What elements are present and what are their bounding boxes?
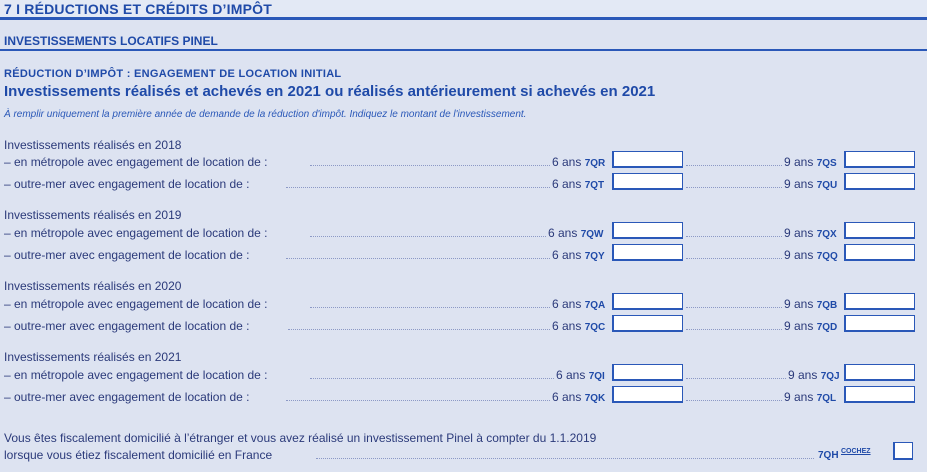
field-code: 7QJ — [820, 371, 840, 382]
dotted-leader — [286, 258, 550, 259]
dotted-leader — [686, 400, 782, 401]
duration-label: 9 ans — [784, 177, 814, 191]
footer-line-1: Vous êtes fiscalement domicilié à l’étra… — [4, 431, 597, 445]
duration-label: 6 ans — [552, 297, 582, 311]
field-code: 7QA — [584, 300, 606, 311]
duration-label: 6 ans — [552, 390, 582, 404]
amount-input-7QS[interactable] — [844, 151, 915, 168]
field-code: 7QK — [584, 393, 606, 404]
field-code: 7QI — [588, 371, 605, 382]
row-label: – outre-mer avec engagement de location … — [4, 177, 250, 191]
amount-input-7QW[interactable] — [612, 222, 683, 239]
subsection-title: INVESTISSEMENTS LOCATIFS PINEL — [4, 34, 218, 48]
form-row: – outre-mer avec engagement de location … — [4, 386, 916, 406]
dotted-leader — [310, 378, 554, 379]
amount-input-7QJ[interactable] — [844, 364, 915, 381]
field-code: 7QU — [816, 180, 838, 191]
block-note: À remplir uniquement la première année d… — [4, 109, 527, 120]
group-title-2020: Investissements réalisés en 2020 — [4, 279, 182, 293]
field-code: 7QY — [584, 251, 605, 262]
cochez-label: COCHEZ — [841, 448, 871, 455]
row-label: – outre-mer avec engagement de location … — [4, 319, 250, 333]
dotted-leader — [310, 236, 546, 237]
amount-input-7QT[interactable] — [612, 173, 683, 190]
dotted-leader — [686, 258, 782, 259]
form-row: – outre-mer avec engagement de location … — [4, 315, 916, 335]
amount-input-7QQ[interactable] — [844, 244, 915, 261]
duration-label: 9 ans — [784, 319, 814, 333]
footer-line-2: lorsque vous étiez fiscalement domicilié… — [4, 448, 273, 462]
checkbox-7QH[interactable] — [893, 442, 913, 460]
amount-input-7QI[interactable] — [612, 364, 683, 381]
subsection-header: INVESTISSEMENTS LOCATIFS PINEL — [0, 32, 927, 51]
dotted-leader — [286, 187, 550, 188]
row-label: – outre-mer avec engagement de location … — [4, 390, 250, 404]
amount-input-7QC[interactable] — [612, 315, 683, 332]
field-code: 7QH — [818, 450, 839, 461]
footer-row: lorsque vous étiez fiscalement domicilié… — [4, 442, 916, 464]
amount-input-7QK[interactable] — [612, 386, 683, 403]
block-title: Investissements réalisés et achevés en 2… — [4, 83, 656, 100]
dotted-leader — [288, 329, 550, 330]
field-code: 7QS — [816, 158, 837, 169]
duration-label: 9 ans — [784, 155, 814, 169]
amount-input-7QL[interactable] — [844, 386, 915, 403]
dotted-leader — [686, 307, 782, 308]
duration-label: 6 ans — [552, 319, 582, 333]
amount-input-7QR[interactable] — [612, 151, 683, 168]
duration-label: 9 ans — [784, 297, 814, 311]
field-code: 7QQ — [816, 251, 838, 262]
duration-label: 9 ans — [784, 226, 814, 240]
duration-label: 6 ans — [552, 177, 582, 191]
dotted-leader — [686, 329, 782, 330]
field-code: 7QC — [584, 322, 606, 333]
field-code: 7QX — [816, 229, 837, 240]
amount-input-7QY[interactable] — [612, 244, 683, 261]
duration-label: 9 ans — [784, 248, 814, 262]
field-code: 7QL — [816, 393, 837, 404]
section-header: 7 I RÉDUCTIONS ET CRÉDITS D’IMPÔT — [0, 0, 927, 20]
field-code: 7QR — [584, 158, 606, 169]
amount-input-7QD[interactable] — [844, 315, 915, 332]
dotted-leader — [686, 236, 782, 237]
field-code: 7QD — [816, 322, 838, 333]
group-title-2018: Investissements réalisés en 2018 — [4, 138, 182, 152]
duration-label: 6 ans — [552, 155, 582, 169]
field-code: 7QW — [580, 229, 604, 240]
row-label: – en métropole avec engagement de locati… — [4, 368, 268, 382]
dotted-leader — [286, 400, 550, 401]
field-code: 7QT — [584, 180, 605, 191]
dotted-leader — [316, 458, 814, 459]
duration-label: 6 ans — [548, 226, 578, 240]
row-label: – en métropole avec engagement de locati… — [4, 226, 268, 240]
duration-label: 6 ans — [556, 368, 586, 382]
form-row: – en métropole avec engagement de locati… — [4, 222, 916, 242]
dotted-leader — [310, 307, 550, 308]
dotted-leader — [686, 187, 782, 188]
form-row: – outre-mer avec engagement de location … — [4, 244, 916, 264]
form-row: – outre-mer avec engagement de location … — [4, 173, 916, 193]
duration-label: 6 ans — [552, 248, 582, 262]
dotted-leader — [686, 378, 786, 379]
row-label: – outre-mer avec engagement de location … — [4, 248, 250, 262]
dotted-leader — [686, 165, 782, 166]
duration-label: 9 ans — [788, 368, 818, 382]
form-row: – en métropole avec engagement de locati… — [4, 151, 916, 171]
dotted-leader — [310, 165, 550, 166]
block-heading: RÉDUCTION D’IMPÔT : ENGAGEMENT DE LOCATI… — [4, 68, 342, 80]
form-row: – en métropole avec engagement de locati… — [4, 364, 916, 384]
row-label: – en métropole avec engagement de locati… — [4, 155, 268, 169]
group-title-2021: Investissements réalisés en 2021 — [4, 350, 182, 364]
amount-input-7QB[interactable] — [844, 293, 915, 310]
amount-input-7QU[interactable] — [844, 173, 915, 190]
field-code: 7QB — [816, 300, 838, 311]
row-label: – en métropole avec engagement de locati… — [4, 297, 268, 311]
group-title-2019: Investissements réalisés en 2019 — [4, 208, 182, 222]
amount-input-7QA[interactable] — [612, 293, 683, 310]
duration-label: 9 ans — [784, 390, 814, 404]
section-title: 7 I RÉDUCTIONS ET CRÉDITS D’IMPÔT — [4, 1, 272, 17]
amount-input-7QX[interactable] — [844, 222, 915, 239]
form-row: – en métropole avec engagement de locati… — [4, 293, 916, 313]
